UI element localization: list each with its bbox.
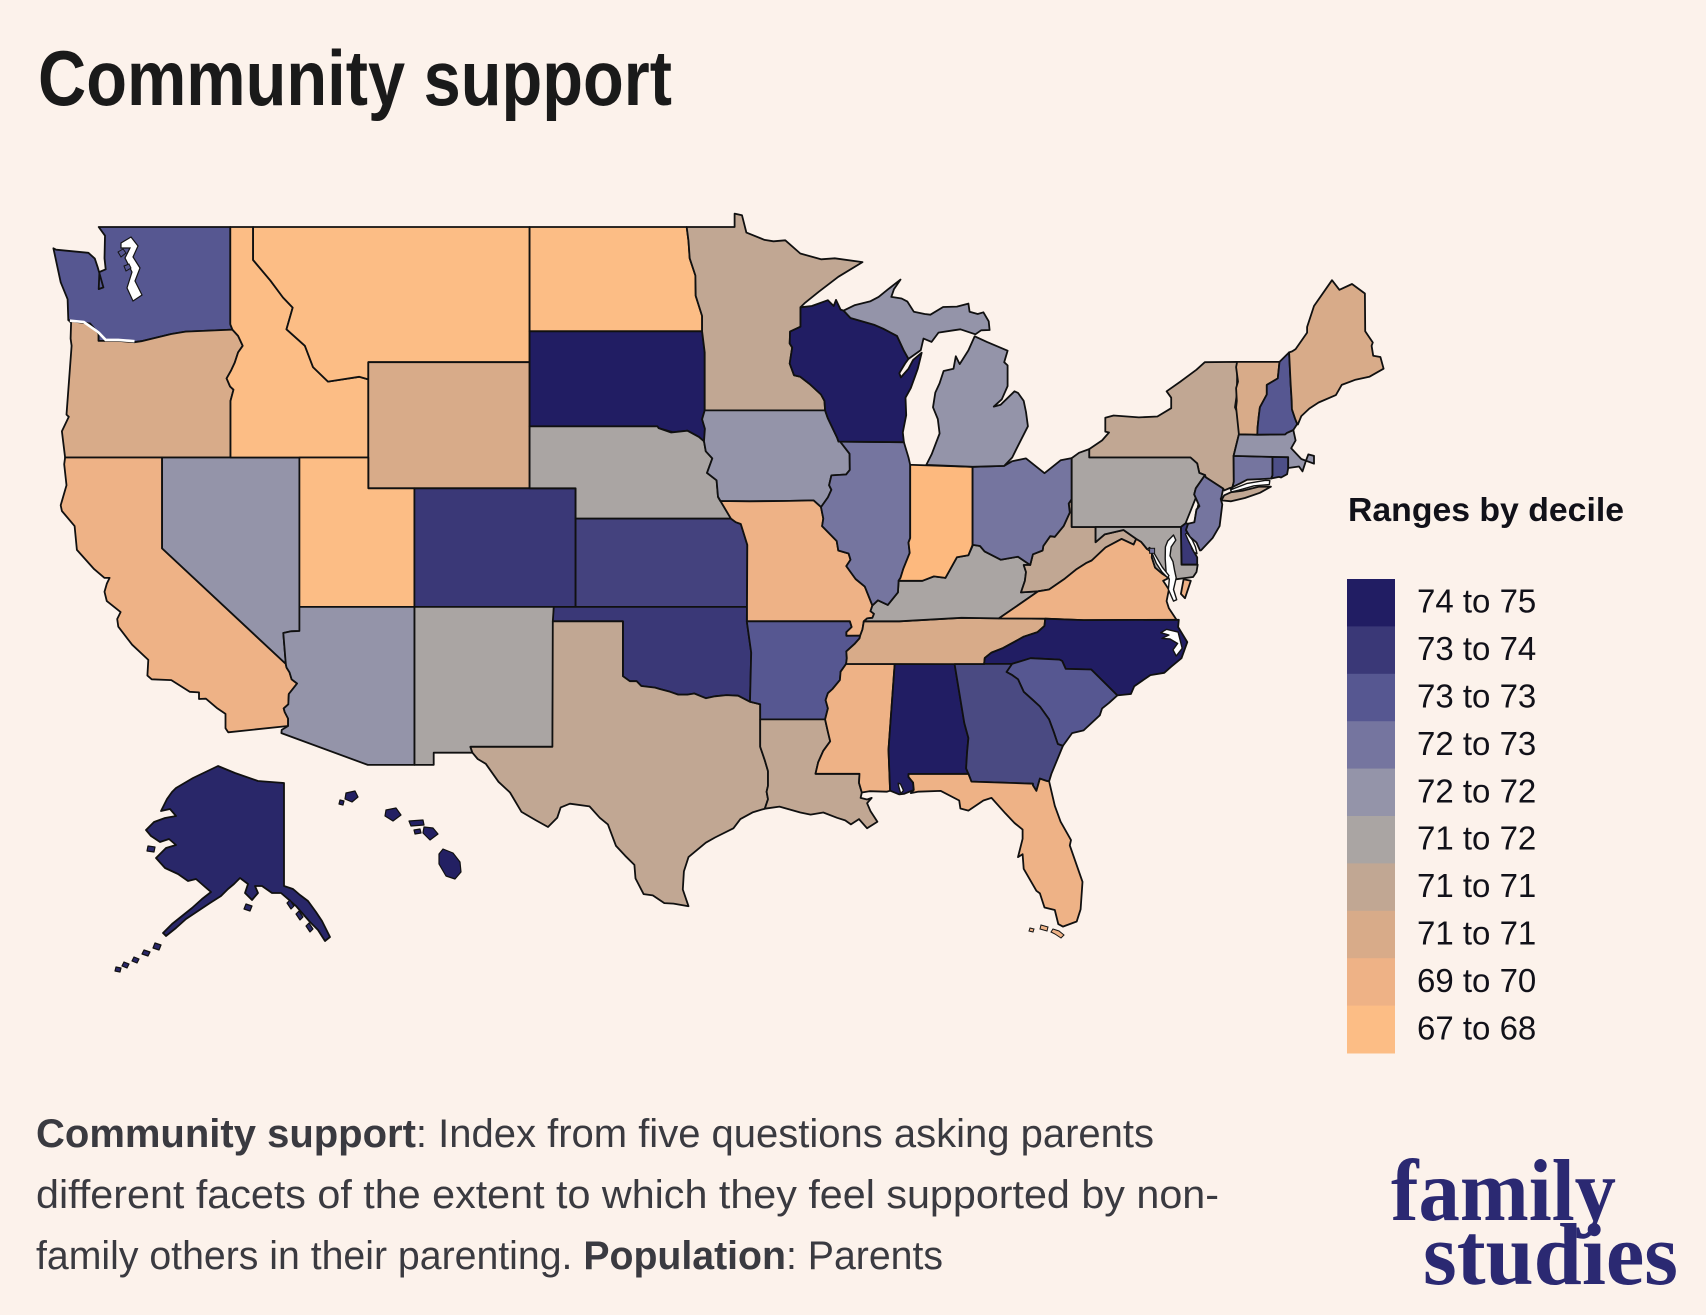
svg-text:67 to 68: 67 to 68 — [1417, 1009, 1536, 1046]
svg-text:73 to 74: 73 to 74 — [1417, 630, 1536, 667]
svg-text:72 to 73: 72 to 73 — [1417, 725, 1536, 762]
svg-text:family others in their parenti: family others in their parenting. Popula… — [36, 1234, 943, 1278]
svg-text:69 to 70: 69 to 70 — [1417, 962, 1536, 999]
svg-text:71 to 72: 71 to 72 — [1417, 820, 1536, 857]
svg-text:71 to 71: 71 to 71 — [1417, 915, 1536, 952]
svg-text:different facets of the extent: different facets of the extent to which … — [36, 1173, 1219, 1217]
svg-text:Community support: Community support — [38, 34, 672, 122]
svg-text:family: family — [1391, 1143, 1616, 1240]
svg-text:studies: studies — [1423, 1207, 1678, 1304]
svg-text:Community support: Index from: Community support: Index from five quest… — [36, 1112, 1154, 1156]
svg-text:73 to 73: 73 to 73 — [1417, 678, 1536, 715]
svg-text:Ranges by decile: Ranges by decile — [1348, 491, 1624, 528]
svg-text:71 to 71: 71 to 71 — [1417, 867, 1536, 904]
svg-text:72 to 72: 72 to 72 — [1417, 772, 1536, 809]
svg-text:74 to 75: 74 to 75 — [1417, 583, 1536, 620]
